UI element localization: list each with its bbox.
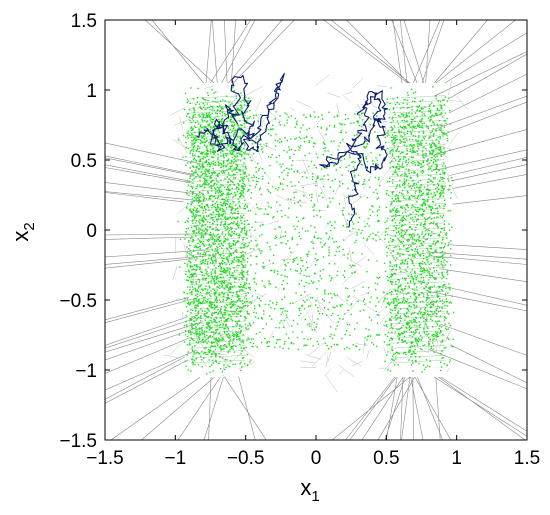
- y-tick-label: 0.5: [71, 151, 97, 172]
- x-tick-label: 1: [451, 448, 462, 469]
- y-axis-label: x2: [8, 222, 38, 241]
- x-axis-ticks: −1.5 −1 −0.5 0 0.5 1 1.5: [86, 20, 540, 469]
- x-axis-label: x1: [300, 475, 319, 505]
- trajectory-line-2: [319, 90, 389, 228]
- y-tick-label: −1.5: [59, 431, 97, 452]
- x-tick-label: 0: [311, 448, 322, 469]
- y-axis-ticks: −1.5 −1 −0.5 0 0.5 1 1.5: [59, 11, 527, 452]
- x-tick-label: 0.5: [373, 448, 399, 469]
- y-tick-label: −1: [75, 361, 97, 382]
- x-tick-label: −1.5: [86, 448, 124, 469]
- mesh-spokes: [105, 20, 527, 440]
- x-tick-label: −1: [164, 448, 186, 469]
- x-tick-label: 1.5: [514, 448, 540, 469]
- y-tick-label: 0: [86, 221, 97, 242]
- trajectory-line-1: [196, 72, 285, 152]
- y-tick-label: 1: [86, 81, 97, 102]
- scatter-points: [177, 86, 455, 375]
- y-tick-label: 1.5: [71, 11, 97, 32]
- y-tick-label: −0.5: [59, 291, 97, 312]
- trajectories: [196, 72, 389, 228]
- x-tick-label: −0.5: [227, 448, 265, 469]
- plot-area: [105, 20, 527, 440]
